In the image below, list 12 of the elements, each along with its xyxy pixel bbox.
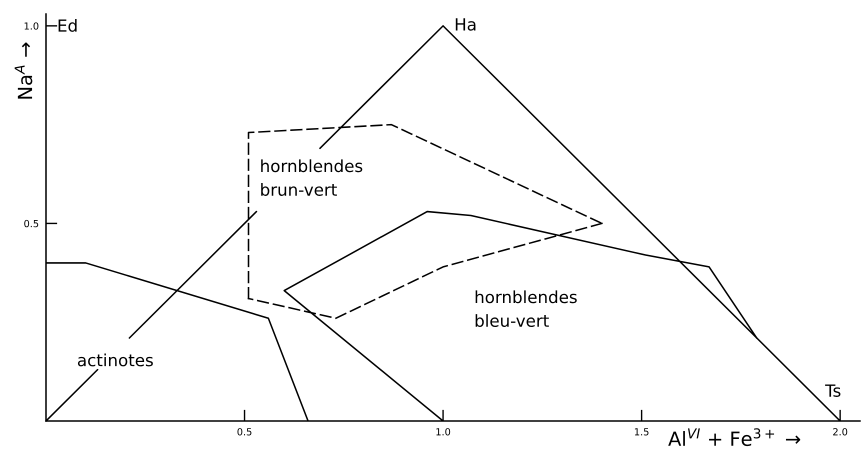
annotation: actinotes — [78, 354, 153, 366]
y-axis-title: Na$^{A}$ → — [14, 42, 32, 99]
x-tick-label: 0.5 — [237, 428, 252, 436]
annotation: hornblendes brun-vert — [261, 159, 362, 196]
annotation: Ed — [58, 18, 77, 32]
x-tick-label: 1.0 — [436, 428, 450, 436]
x-tick-label: 2.0 — [833, 428, 848, 436]
annotation: hornblendes bleu-vert — [476, 290, 577, 327]
annotation: Ha — [456, 18, 476, 31]
annotation: Ts — [825, 384, 840, 397]
x-tick-label: 1.5 — [634, 428, 648, 436]
x-axis-title: Al$^{VI}$ + Fe$^{3+}$ → — [668, 428, 800, 446]
